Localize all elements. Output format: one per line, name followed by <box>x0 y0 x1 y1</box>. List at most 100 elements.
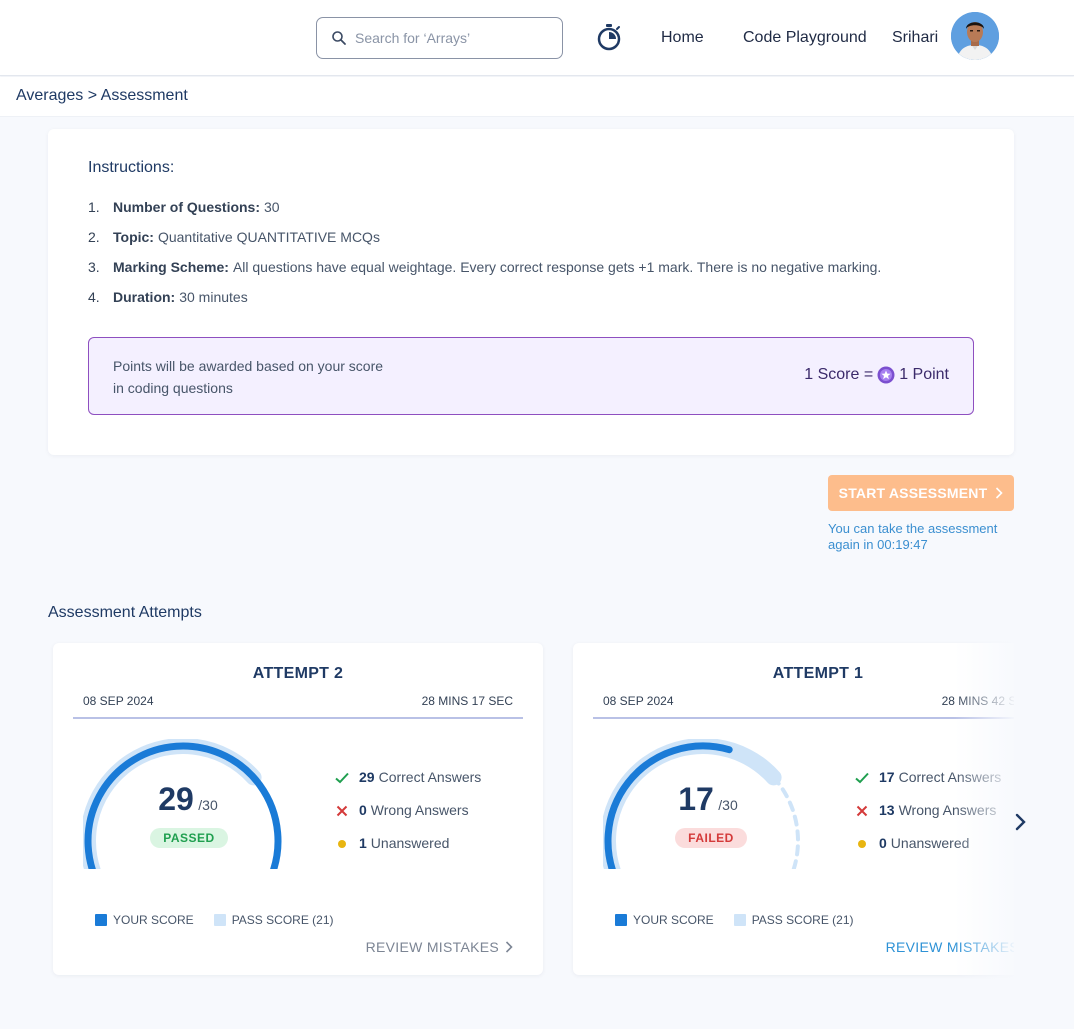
instruction-item: 2. Topic: Quantitative QUANTITATIVE MCQs <box>88 229 881 259</box>
instruction-item: 1. Number of Questions: 30 <box>88 199 881 229</box>
unanswered-count: 0 <box>879 835 887 851</box>
instruction-number: 4. <box>88 289 100 305</box>
instruction-item: 4. Duration: 30 minutes <box>88 289 881 319</box>
attempt-divider <box>593 717 1014 719</box>
star-coin-icon <box>877 366 895 384</box>
score-gauge <box>83 739 282 869</box>
attempt-divider <box>73 717 523 719</box>
points-rate-prefix: 1 Score = <box>804 366 874 383</box>
score-display: 29 /30 <box>83 781 293 818</box>
points-rate-suffix: 1 Point <box>899 366 949 383</box>
score-gauge <box>603 739 800 869</box>
attempts-carousel: ATTEMPT 2 08 SEP 2024 28 MINS 17 SEC 29 … <box>48 636 1014 986</box>
correct-label: Correct Answers <box>378 769 482 785</box>
search-input[interactable] <box>355 27 555 49</box>
your-score-legend: YOUR SCORE <box>113 913 194 927</box>
unanswered-label: Unanswered <box>890 835 970 851</box>
stopwatch-icon[interactable] <box>596 23 622 51</box>
check-icon <box>335 772 349 784</box>
status-badge: FAILED <box>675 828 747 848</box>
pass-score-legend: PASS SCORE (21) <box>751 913 854 927</box>
your-score-swatch <box>95 914 107 926</box>
start-assessment-label: START ASSESSMENT <box>838 485 988 501</box>
chevron-right-icon <box>505 941 513 953</box>
gauge-remaining-track <box>771 775 800 869</box>
instruction-number: 3. <box>88 259 100 275</box>
search-icon <box>332 31 346 45</box>
cross-icon <box>856 805 868 817</box>
instruction-value: 30 <box>264 199 280 215</box>
correct-label: Correct Answers <box>898 769 1002 785</box>
attempt-stats: 17 Correct Answers 13 Wrong Answers 0 Un… <box>853 769 1001 868</box>
wrong-label: Wrong Answers <box>898 802 997 818</box>
instruction-label: Duration: <box>113 289 176 305</box>
wrong-count: 0 <box>359 802 367 818</box>
attempt-date: 08 SEP 2024 <box>83 694 154 708</box>
breadcrumb-bar: Averages > Assessment <box>0 77 1074 117</box>
wrong-label: Wrong Answers <box>370 802 469 818</box>
points-note: Points will be awarded based on your sco… <box>113 358 384 396</box>
wrong-count: 13 <box>879 802 895 818</box>
avatar-photo-icon <box>951 12 999 60</box>
instruction-value: Quantitative QUANTITATIVE MCQs <box>157 229 380 245</box>
gauge-legend: YOUR SCORE PASS SCORE (21) <box>95 913 334 927</box>
score-value: 29 <box>158 781 194 817</box>
attempt-duration: 28 MINS 42 SEC <box>941 694 1014 708</box>
instruction-number: 2. <box>88 229 100 245</box>
instructions-title: Instructions: <box>88 159 175 176</box>
nav-home-link[interactable]: Home <box>661 29 704 46</box>
attempt-duration: 28 MINS 17 SEC <box>421 694 513 708</box>
cross-icon <box>336 805 348 817</box>
gauge-score-arc <box>604 742 733 869</box>
chevron-right-icon <box>996 487 1003 499</box>
user-avatar[interactable] <box>951 12 999 60</box>
instruction-label: Number of Questions: <box>113 199 261 215</box>
score-display: 17 /30 <box>603 781 813 818</box>
your-score-legend: YOUR SCORE <box>633 913 714 927</box>
pass-score-legend: PASS SCORE (21) <box>231 913 334 927</box>
retake-timer-note: You can take the assessment again in 00:… <box>828 521 998 552</box>
check-icon <box>855 772 869 784</box>
points-rate: 1 Score = 1 Point <box>804 366 949 384</box>
dot-icon <box>858 840 866 848</box>
attempt-card: ATTEMPT 2 08 SEP 2024 28 MINS 17 SEC 29 … <box>53 643 543 975</box>
score-total: /30 <box>718 797 738 813</box>
pass-score-swatch <box>213 914 226 926</box>
attempt-date: 08 SEP 2024 <box>603 694 674 708</box>
attempt-card: ATTEMPT 1 08 SEP 2024 28 MINS 42 SEC 17 … <box>573 643 1014 975</box>
your-score-swatch <box>615 914 627 926</box>
instructions-card: Instructions: 1. Number of Questions: 30… <box>48 129 1014 455</box>
breadcrumb[interactable]: Averages > Assessment <box>16 87 188 104</box>
user-name[interactable]: Srihari <box>892 29 939 46</box>
stat-correct: 29 Correct Answers <box>333 769 481 802</box>
nav-code-playground-link[interactable]: Code Playground <box>743 29 867 46</box>
carousel-next-arrow-icon[interactable] <box>1013 812 1029 832</box>
review-mistakes-label: REVIEW MISTAKES <box>365 939 499 955</box>
attempt-title: ATTEMPT 1 <box>772 665 864 682</box>
attempt-stats: 29 Correct Answers 0 Wrong Answers 1 Una… <box>333 769 481 868</box>
instructions-list: 1. Number of Questions: 30 2. Topic: Qua… <box>88 199 881 319</box>
review-mistakes-link[interactable]: REVIEW MISTAKES <box>886 939 1014 955</box>
status-badge: PASSED <box>150 828 228 848</box>
review-mistakes-link[interactable]: REVIEW MISTAKES <box>366 939 513 955</box>
attempts-title: Assessment Attempts <box>48 604 202 621</box>
correct-count: 17 <box>879 769 895 785</box>
pass-score-swatch <box>733 914 746 926</box>
unanswered-count: 1 <box>359 835 367 851</box>
instruction-number: 1. <box>88 199 100 215</box>
instruction-value: All questions have equal weightage. Ever… <box>232 259 882 275</box>
top-navbar: Home Code Playground Srihari <box>0 0 1074 76</box>
stat-unanswered: 1 Unanswered <box>333 835 481 868</box>
instruction-item: 3. Marking Scheme: All questions have eq… <box>88 259 881 289</box>
dot-icon <box>338 840 346 848</box>
instruction-value: 30 minutes <box>179 289 248 305</box>
score-total: /30 <box>198 797 218 813</box>
start-assessment-button[interactable]: START ASSESSMENT <box>828 475 1014 511</box>
stat-unanswered: 0 Unanswered <box>853 835 1001 868</box>
instruction-label: Topic: <box>113 229 154 245</box>
stat-wrong: 13 Wrong Answers <box>853 802 1001 835</box>
search-box[interactable] <box>316 17 563 59</box>
correct-count: 29 <box>359 769 375 785</box>
instruction-label: Marking Scheme: <box>113 259 229 275</box>
gauge-legend: YOUR SCORE PASS SCORE (21) <box>615 913 854 927</box>
